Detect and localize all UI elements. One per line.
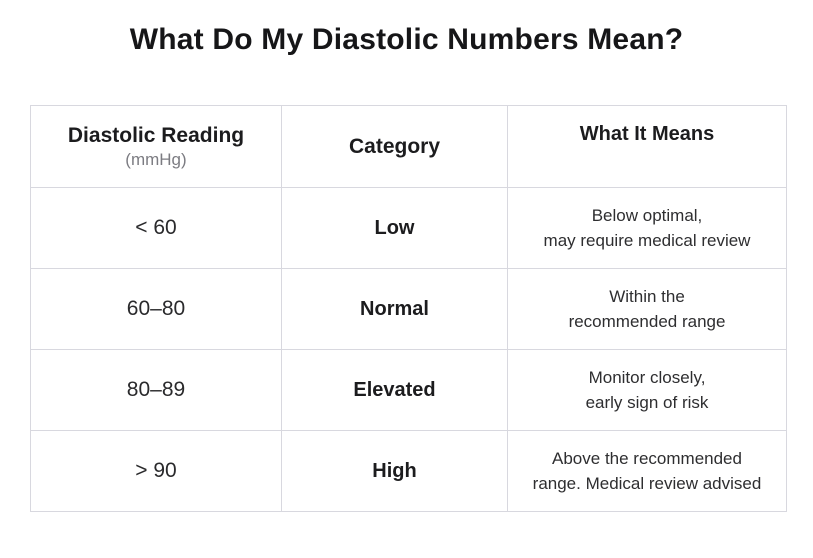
table-row-high: > 90 High Above the recommended range. M… (30, 430, 787, 512)
header-diastolic-reading: Diastolic Reading (mmHg) (30, 105, 282, 188)
meaning-value: Above the recommended range. Medical rev… (507, 430, 787, 512)
meaning-value: Below optimal, may require medical revie… (507, 187, 787, 269)
header-what-it-means: What It Means (507, 105, 787, 188)
table-row-elevated: 80–89 Elevated Monitor closely, early si… (30, 349, 787, 431)
meaning-value: Within the recommended range (507, 268, 787, 350)
meaning-line: Monitor closely, (588, 368, 706, 387)
meaning-line: Above the recommended (552, 449, 742, 468)
meaning-line: Below optimal, (591, 206, 703, 225)
category-value: Low (281, 187, 508, 269)
meaning-line: recommended range (568, 312, 726, 331)
header-reading-label: Diastolic Reading (67, 124, 245, 147)
table-row-normal: 60–80 Normal Within the recommended rang… (30, 268, 787, 350)
meaning-value: Monitor closely, early sign of risk (507, 349, 787, 431)
reading-value: > 90 (30, 430, 282, 512)
header-reading-unit: (mmHg) (125, 150, 187, 169)
reading-value: < 60 (30, 187, 282, 269)
category-value: Elevated (281, 349, 508, 431)
category-value: Normal (281, 268, 508, 350)
reading-value: 80–89 (30, 349, 282, 431)
diastolic-table: Diastolic Reading (mmHg) Category What I… (30, 105, 787, 512)
meaning-line: may require medical review (543, 231, 751, 250)
header-category: Category (281, 105, 508, 188)
table-row-low: < 60 Low Below optimal, may require medi… (30, 187, 787, 269)
table-header-row: Diastolic Reading (mmHg) Category What I… (30, 105, 787, 188)
page-title: What Do My Diastolic Numbers Mean? (129, 23, 684, 56)
meaning-line: early sign of risk (585, 393, 709, 412)
reading-value: 60–80 (30, 268, 282, 350)
meaning-line: range. Medical review advised (532, 474, 762, 493)
category-value: High (281, 430, 508, 512)
meaning-line: Within the (609, 287, 685, 306)
